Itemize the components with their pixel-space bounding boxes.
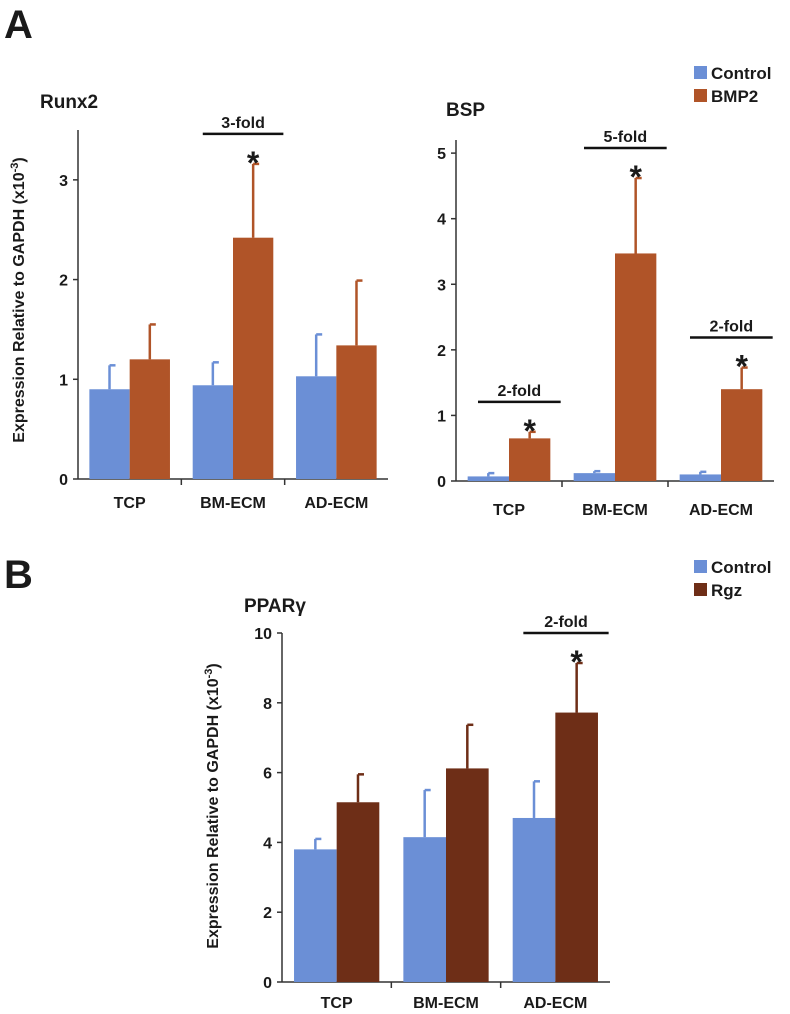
bsp-ytick-label-4: 4 xyxy=(437,212,446,229)
bsp-bar-bmp2-1 xyxy=(615,253,657,481)
runx2-chart: Runx2 0 1 2 3 TCP BM-ECM AD-ECM * 3-fold xyxy=(40,92,388,512)
panel-b-label: B xyxy=(4,553,33,597)
bsp-bar-control-0 xyxy=(467,476,509,481)
legend-a: Control BMP2 xyxy=(694,64,771,106)
ppar-bar-rgz-1 xyxy=(446,768,489,982)
runx2-ytick-label-1: 1 xyxy=(59,372,68,389)
legend-a-swatch-1 xyxy=(694,89,707,102)
runx2-bar-bmp2-0 xyxy=(129,359,170,479)
runx2-title: Runx2 xyxy=(40,92,98,113)
ppar-ytick-label-0: 0 xyxy=(263,975,272,992)
legend-b: Control Rgz xyxy=(694,558,771,600)
runx2-fold-label-0: 3-fold xyxy=(221,115,265,132)
bsp-significance-star-2: * xyxy=(735,349,748,385)
charts-layer: Runx2 0 1 2 3 TCP BM-ECM AD-ECM * 3-fold BSP 0 1 2 3 4 5… xyxy=(40,92,774,1012)
y-axis-label-a-exponent: -3 xyxy=(9,163,21,173)
bsp-fold-label-2: 2-fold xyxy=(710,319,754,336)
runx2-bar-control-1 xyxy=(192,385,233,479)
legend-b-label-1: Rgz xyxy=(711,581,742,600)
ppar-fold-label-0: 2-fold xyxy=(544,614,588,631)
bsp-fold-label-0: 2-fold xyxy=(498,383,542,400)
runx2-bar-bmp2-2 xyxy=(336,345,377,479)
ppar-chart: PPARγ 0 2 4 6 8 10 TCP BM-ECM AD-ECM * 2-fold xyxy=(244,596,610,1012)
runx2-ytick-label-3: 3 xyxy=(59,173,68,190)
ppar-ytick-label-1: 2 xyxy=(263,905,272,922)
bsp-ytick-label-2: 2 xyxy=(437,343,446,360)
legend-a-swatch-0 xyxy=(694,66,707,79)
y-axis-label-b-text: Expression Relative to GAPDH (x10 xyxy=(205,678,222,948)
ppar-bar-rgz-2 xyxy=(555,712,598,982)
bsp-bar-bmp2-0 xyxy=(509,438,551,481)
ppar-bar-control-2 xyxy=(512,817,556,982)
ppar-category-label-1: BM-ECM xyxy=(413,995,479,1012)
bsp-category-label-1: BM-ECM xyxy=(582,502,648,519)
y-axis-label-a-text: Expression Relative to GAPDH (x10 xyxy=(11,172,28,442)
y-axis-label-b-close: ) xyxy=(205,663,222,668)
runx2-ytick-label-2: 2 xyxy=(59,273,68,290)
runx2-bar-control-0 xyxy=(89,389,130,479)
bsp-ytick-label-3: 3 xyxy=(437,277,446,294)
y-axis-label-a-close: ) xyxy=(11,157,28,162)
legend-a-label-0: Control xyxy=(711,64,771,83)
bsp-chart: BSP 0 1 2 3 4 5 TCP BM-ECM AD-ECM * 2-fold * 5-fold * 2… xyxy=(437,100,774,519)
y-axis-label-b: Expression Relative to GAPDH (x10-3) xyxy=(203,663,222,948)
legend-b-label-0: Control xyxy=(711,558,771,577)
ppar-category-label-0: TCP xyxy=(321,995,353,1012)
ppar-bar-control-0 xyxy=(294,849,337,982)
ppar-bar-rgz-0 xyxy=(336,802,380,982)
legend-a-label-1: BMP2 xyxy=(711,87,758,106)
bsp-title: BSP xyxy=(446,100,485,121)
bsp-significance-star-1: * xyxy=(629,159,642,195)
runx2-ytick-label-0: 0 xyxy=(59,472,68,489)
ppar-ytick-label-5: 10 xyxy=(254,626,272,643)
ppar-significance-star-0: * xyxy=(570,644,583,680)
y-axis-label-a: Expression Relative to GAPDH (x10-3) xyxy=(9,157,28,442)
bsp-bar-bmp2-2 xyxy=(721,389,763,481)
bsp-ytick-label-5: 5 xyxy=(437,146,446,163)
y-axis-label-b-exponent: -3 xyxy=(203,669,215,679)
bsp-category-label-0: TCP xyxy=(493,502,525,519)
ppar-bar-control-1 xyxy=(403,837,446,982)
ppar-category-label-2: AD-ECM xyxy=(523,995,587,1012)
bsp-bar-control-2 xyxy=(679,474,721,481)
bsp-fold-label-1: 5-fold xyxy=(604,129,648,146)
runx2-category-label-0: TCP xyxy=(114,495,146,512)
ppar-title: PPARγ xyxy=(244,596,306,617)
runx2-category-label-2: AD-ECM xyxy=(304,495,368,512)
bsp-significance-star-0: * xyxy=(523,413,536,449)
ppar-ytick-label-2: 4 xyxy=(263,835,272,852)
runx2-bar-bmp2-1 xyxy=(233,237,274,479)
bsp-ytick-label-0: 0 xyxy=(437,474,446,491)
panel-a-label: A xyxy=(4,3,33,47)
ppar-ytick-label-3: 6 xyxy=(263,766,272,783)
runx2-bar-control-2 xyxy=(296,376,337,479)
bsp-ytick-label-1: 1 xyxy=(437,408,446,425)
bsp-bar-control-1 xyxy=(573,473,615,481)
runx2-category-label-1: BM-ECM xyxy=(200,495,266,512)
legend-b-swatch-1 xyxy=(694,583,707,596)
bsp-category-label-2: AD-ECM xyxy=(689,502,753,519)
ppar-ytick-label-4: 8 xyxy=(263,696,272,713)
runx2-significance-star-0: * xyxy=(247,145,260,181)
legend-b-swatch-0 xyxy=(694,560,707,573)
